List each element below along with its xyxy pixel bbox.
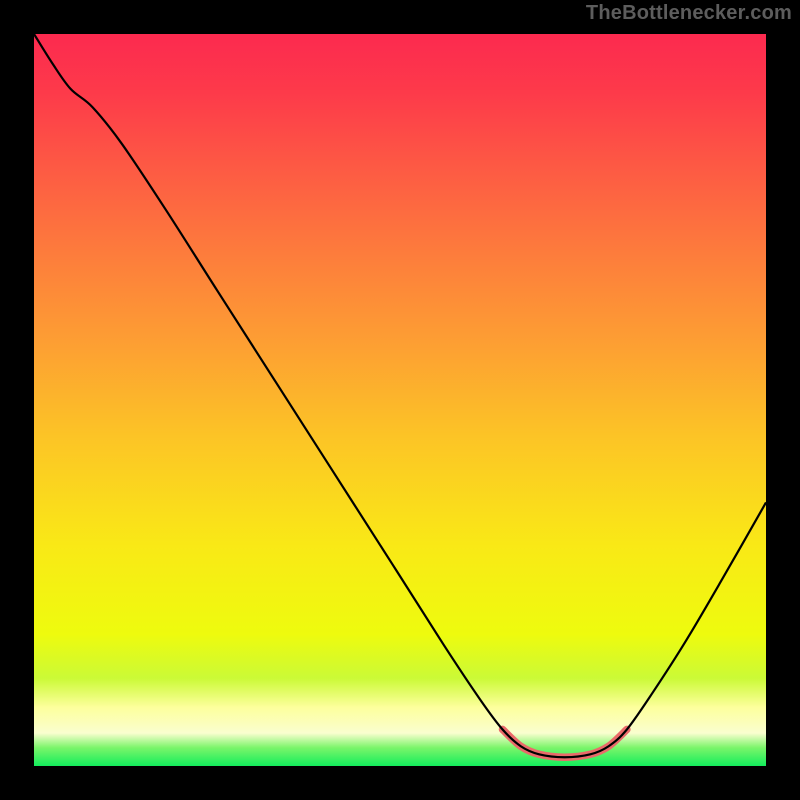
- gradient-background: [34, 34, 766, 766]
- bottleneck-curve-chart: [0, 0, 800, 800]
- chart-container: TheBottlenecker.com: [0, 0, 800, 800]
- attribution-label: TheBottlenecker.com: [586, 2, 792, 25]
